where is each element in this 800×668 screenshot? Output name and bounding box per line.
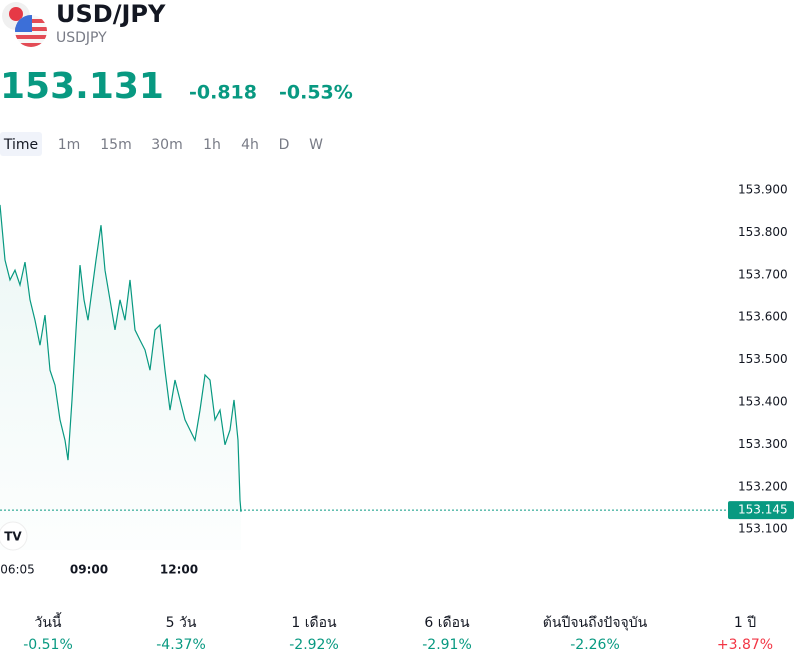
performance-label: วันนี้ [34,612,62,631]
y-tick-label: 153.500 [738,352,788,366]
performance-label: 6 เดือน [424,615,470,631]
performance-value: +3.87% [717,637,773,653]
timeframe-selected [0,132,42,156]
performance-label: 1 ปี [734,615,756,631]
performance-label: 1 เดือน [291,615,337,631]
change: -0.818 [189,82,257,104]
timeframe[interactable]: D [279,137,290,153]
tv-logo: TV [0,521,28,551]
performance-value: -2.26% [570,637,620,653]
performance-value: -2.91% [422,637,472,653]
y-tick-label: 153.700 [738,267,788,281]
performance-value: -0.51% [23,637,73,653]
x-tick-label: 06:05 [0,563,35,577]
y-tick-label: 153.600 [738,310,788,324]
y-tick-label: 153.100 [738,522,788,536]
title: USD/JPY [56,0,166,28]
plot: 153.900 153.800 153.700 153.600 153.500 153.4… [0,183,794,577]
x-tick-label: 09:00 [70,563,108,577]
performance-label: 5 วัน [166,615,197,631]
timeframe[interactable]: 15m [100,137,131,153]
area [0,204,241,550]
timeframe[interactable]: 4h [241,137,259,153]
flag-us [15,15,47,47]
performance-value: -2.92% [289,637,339,653]
price: 153.131 [0,66,164,107]
last-price-box [728,501,794,520]
y-tick-label: 153.800 [738,225,788,239]
timeframe[interactable]: 30m [151,137,182,153]
performance-value: -4.37% [156,637,206,653]
timeframes: Time 1m 15m 30m 1h 4h D W [0,132,323,156]
timeframe[interactable]: 1m [58,137,81,153]
symbol: USDJPY [56,30,107,46]
y-tick-label: 153.300 [738,437,788,451]
x-tick-label: 12:00 [160,563,198,577]
performance: วันนี้ -0.51% 5 วัน -4.37% 1 เดือน -2.92% 6 เด… [23,612,773,653]
y-tick-label: 153.900 [738,183,788,197]
flag-jp-sun [9,7,23,21]
svg-text:TV: TV [4,530,22,544]
performance-label: ต้นปีจนถึงปัจจุบัน [543,615,648,631]
y-tick-label: 153.200 [738,479,788,493]
timeframe[interactable]: 1h [203,137,221,153]
change-percent: -0.53% [279,82,353,104]
price-line [0,204,242,512]
timeframe[interactable]: W [309,137,323,153]
timeframe[interactable]: Time [3,137,38,153]
y-tick-label: 153.400 [738,395,788,409]
last-price-label: 153.145 [738,503,788,517]
